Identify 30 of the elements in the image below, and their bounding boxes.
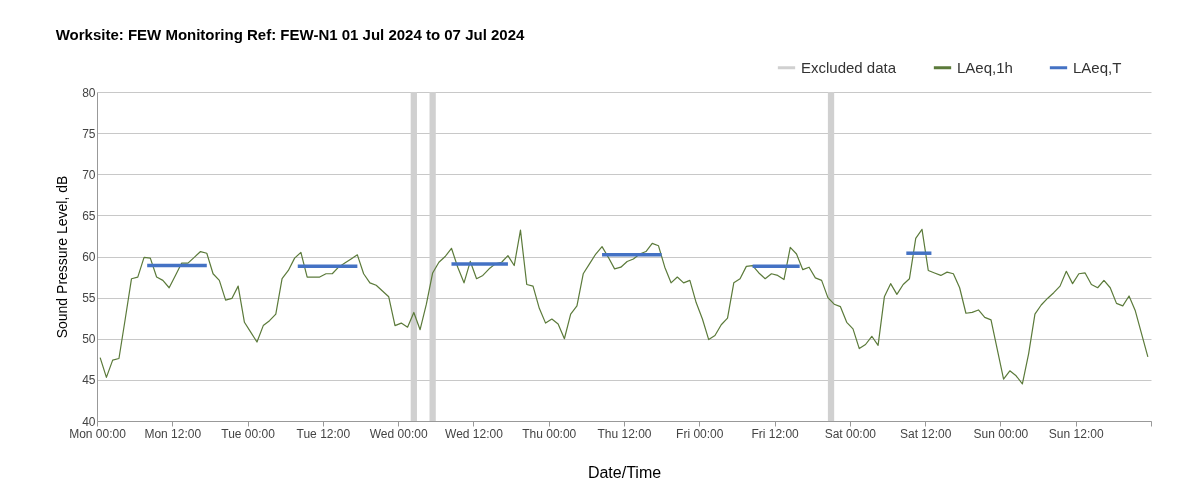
y-axis-title: Sound Pressure Level, dB <box>54 175 71 339</box>
x-tick-label: Wed 00:00 <box>369 426 428 441</box>
x-tick-label: Thu 00:00 <box>522 426 577 441</box>
x-tick-label: Sat 12:00 <box>899 426 952 441</box>
x-tick-label: Thu 12:00 <box>597 426 652 441</box>
legend-label: LAeq,1h <box>957 58 1013 76</box>
y-tick-label: 65 <box>82 208 96 223</box>
y-tick-label: 75 <box>82 126 96 141</box>
y-tick-label: 80 <box>82 85 96 100</box>
x-tick-label: Sat 00:00 <box>824 426 877 441</box>
x-tick-label: Sun 12:00 <box>1048 426 1104 441</box>
x-tick-label: Mon 12:00 <box>144 426 202 441</box>
y-tick-label: 40 <box>82 414 96 429</box>
legend-label: LAeq,T <box>1073 58 1122 76</box>
x-tick-label: Fri 12:00 <box>751 426 800 441</box>
x-tick-label: Fri 00:00 <box>676 426 724 441</box>
chart-title: Worksite: FEW Monitoring Ref: FEW-N1 01 Jul 2024 to 07 Jul 2024 <box>55 26 525 43</box>
x-tick-label: Tue 00:00 <box>221 426 276 441</box>
x-tick-label: Tue 12:00 <box>296 426 351 441</box>
legend-label: Excluded data <box>801 58 897 76</box>
line-series <box>99 228 1149 385</box>
y-tick-label: 60 <box>82 250 96 264</box>
x-tick-label: Wed 12:00 <box>445 426 504 441</box>
y-tick-label: 70 <box>82 167 96 182</box>
y-tick-label: 55 <box>82 291 96 306</box>
x-tick-label: Sun 00:00 <box>973 426 1029 441</box>
x-axis-title: Date/Time <box>587 463 662 481</box>
y-tick-label: 50 <box>82 332 96 347</box>
y-tick-label: 45 <box>82 373 96 388</box>
x-tick-label: Mon 00:00 <box>69 426 127 441</box>
